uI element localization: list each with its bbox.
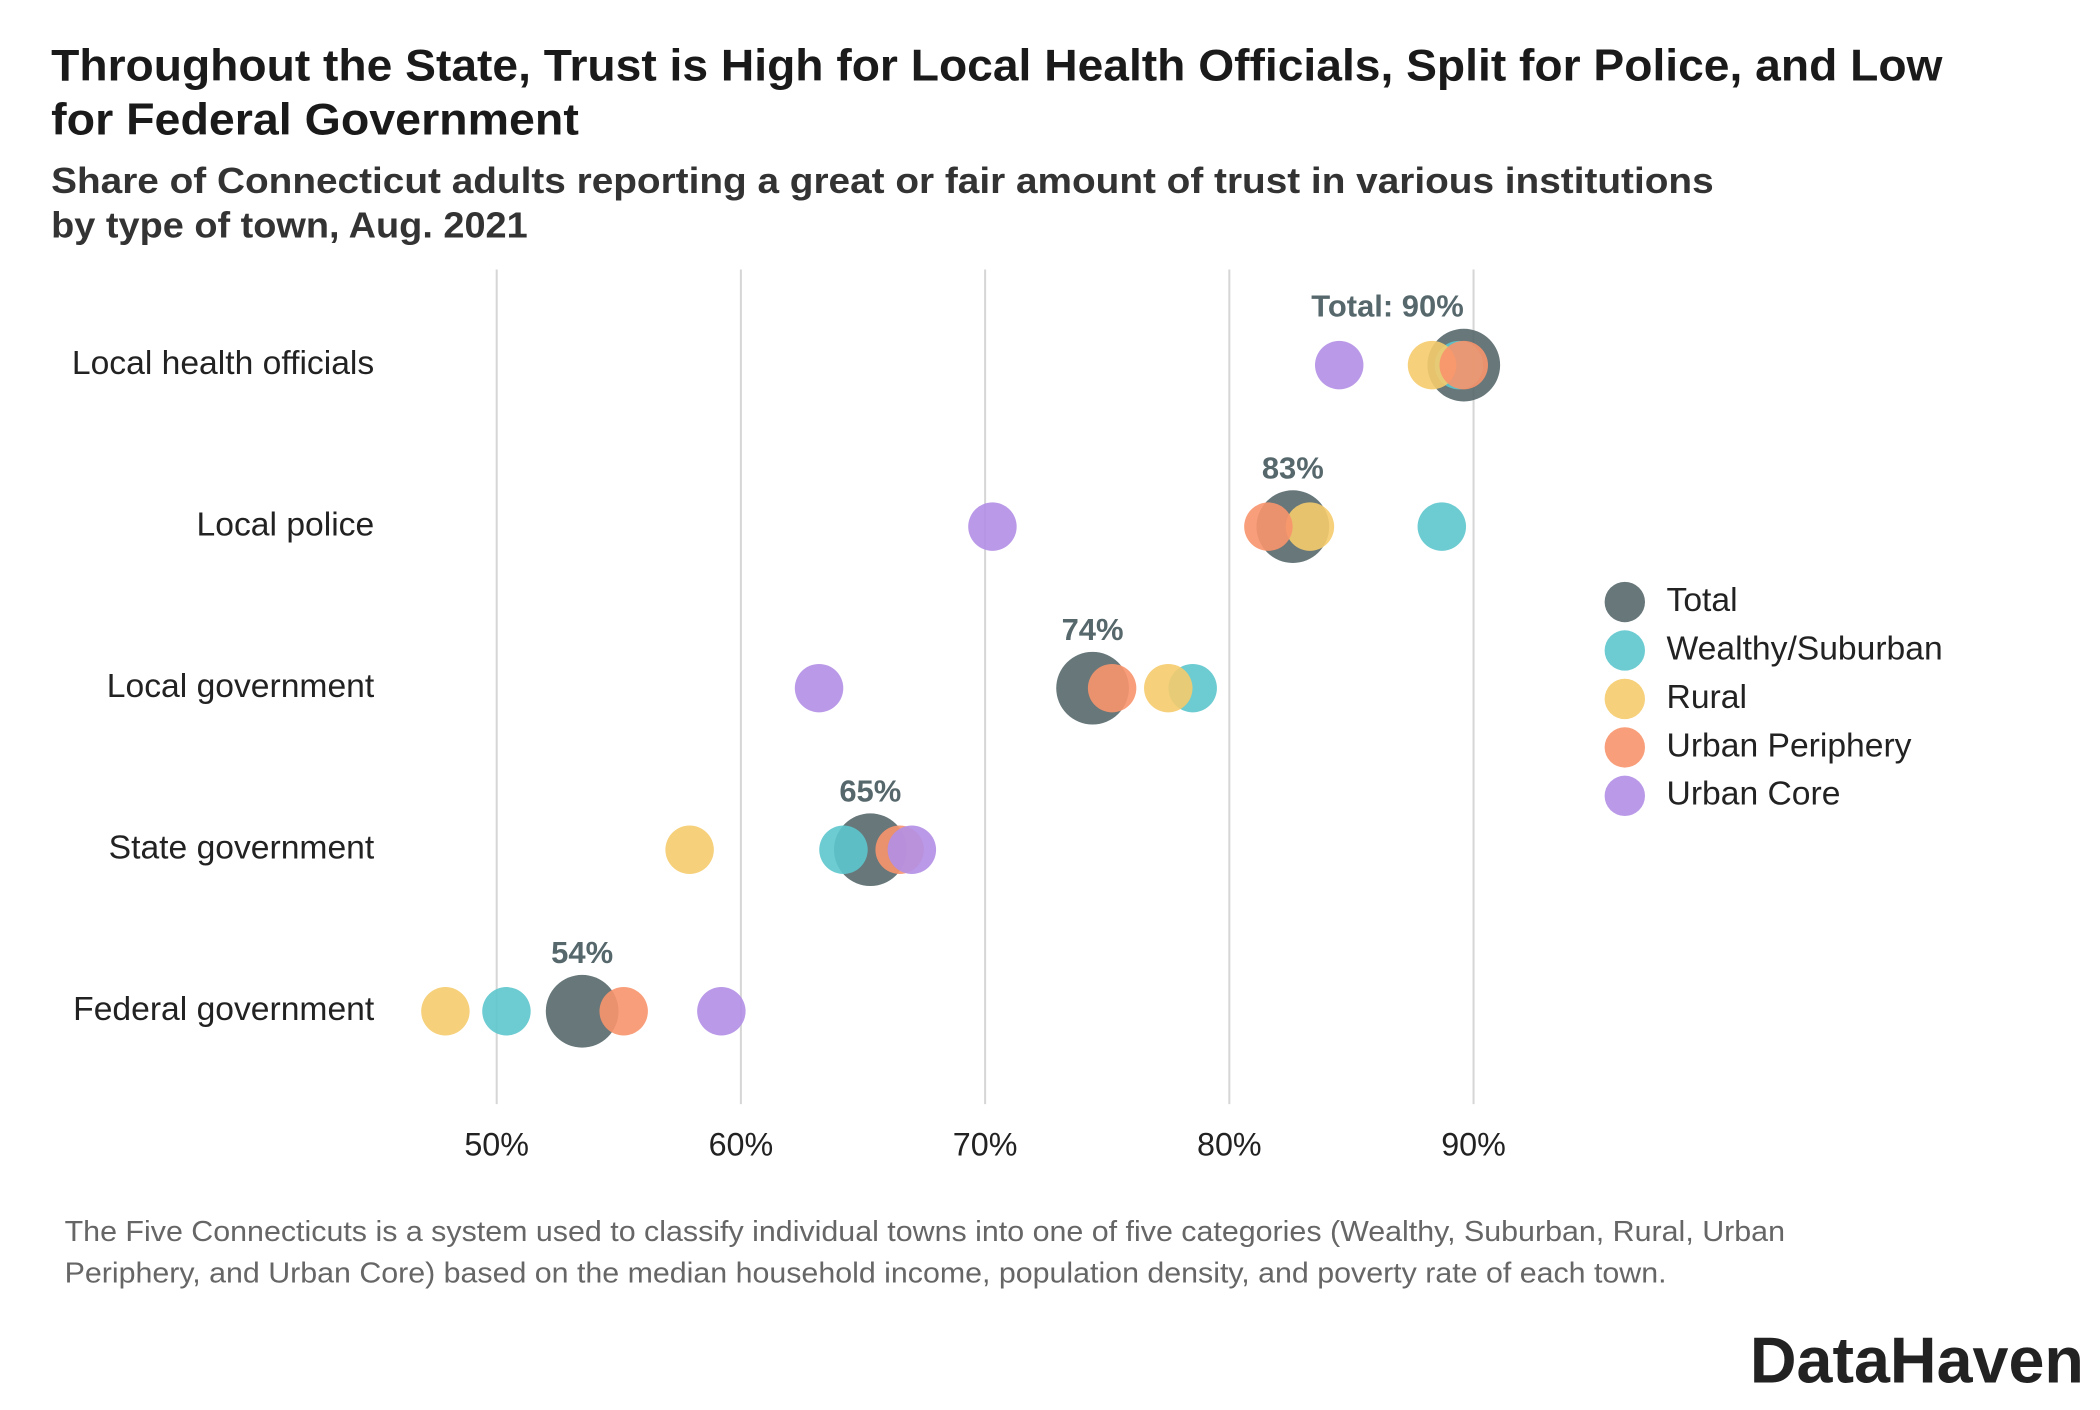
y-tick-label: Local government [107,668,375,705]
legend-label: Rural [1667,679,1747,716]
footnote: The Five Connecticuts is a system used t… [65,1215,1785,1247]
legend-marker [1604,727,1645,768]
dot [819,825,868,874]
x-tick-label: 70% [953,1127,1018,1163]
legend-label: Wealthy/Suburban [1667,630,1943,667]
dot [545,974,619,1048]
dot [1314,340,1364,390]
y-tick-label: Local health officials [72,345,374,382]
dot [1087,663,1137,713]
data-label: 65% [839,773,901,808]
legend-marker [1604,678,1645,720]
dot [1244,502,1293,551]
dot [1144,663,1193,713]
y-tick-label: Federal government [73,991,375,1028]
x-tick-label: 90% [1441,1127,1506,1163]
dot [482,987,531,1036]
dot [887,825,937,874]
dot [794,663,844,713]
legend-marker [1604,630,1645,671]
data-label: 83% [1262,450,1324,485]
data-label: Total: 90% [1311,289,1464,324]
dot [421,987,470,1036]
footnote: Periphery, and Urban Core) based on the … [65,1257,1667,1289]
legend-label: Urban Core [1667,776,1841,813]
dot [697,987,746,1036]
dot [1285,502,1335,551]
x-tick-label: 50% [464,1127,529,1163]
chart-subtitle: Share of Connecticut adults reporting a … [51,160,1714,201]
dot [599,987,648,1036]
y-tick-label: State government [109,830,375,867]
y-tick-label: Local police [197,507,375,544]
chart-title: for Federal Government [51,96,579,145]
dot [665,825,714,874]
legend-label: Total [1667,582,1738,619]
data-label: 54% [551,935,613,970]
x-tick-label: 80% [1197,1127,1262,1163]
dot [968,502,1017,551]
dot [1417,502,1467,551]
data-label: 74% [1062,612,1124,647]
legend-marker [1604,581,1645,623]
x-tick-label: 60% [709,1127,774,1163]
legend-marker [1604,775,1645,817]
chart-title: Throughout the State, Trust is High for … [51,42,1943,91]
plot-area: 50% 60% 70% 80% 90% Local health officials Loc… [72,269,1943,1163]
chart-subtitle: by type of town, Aug. 2021 [51,204,528,245]
logo: DataHaven [1750,1324,2084,1396]
legend-label: Urban Periphery [1667,727,1912,764]
dot [1439,340,1489,390]
